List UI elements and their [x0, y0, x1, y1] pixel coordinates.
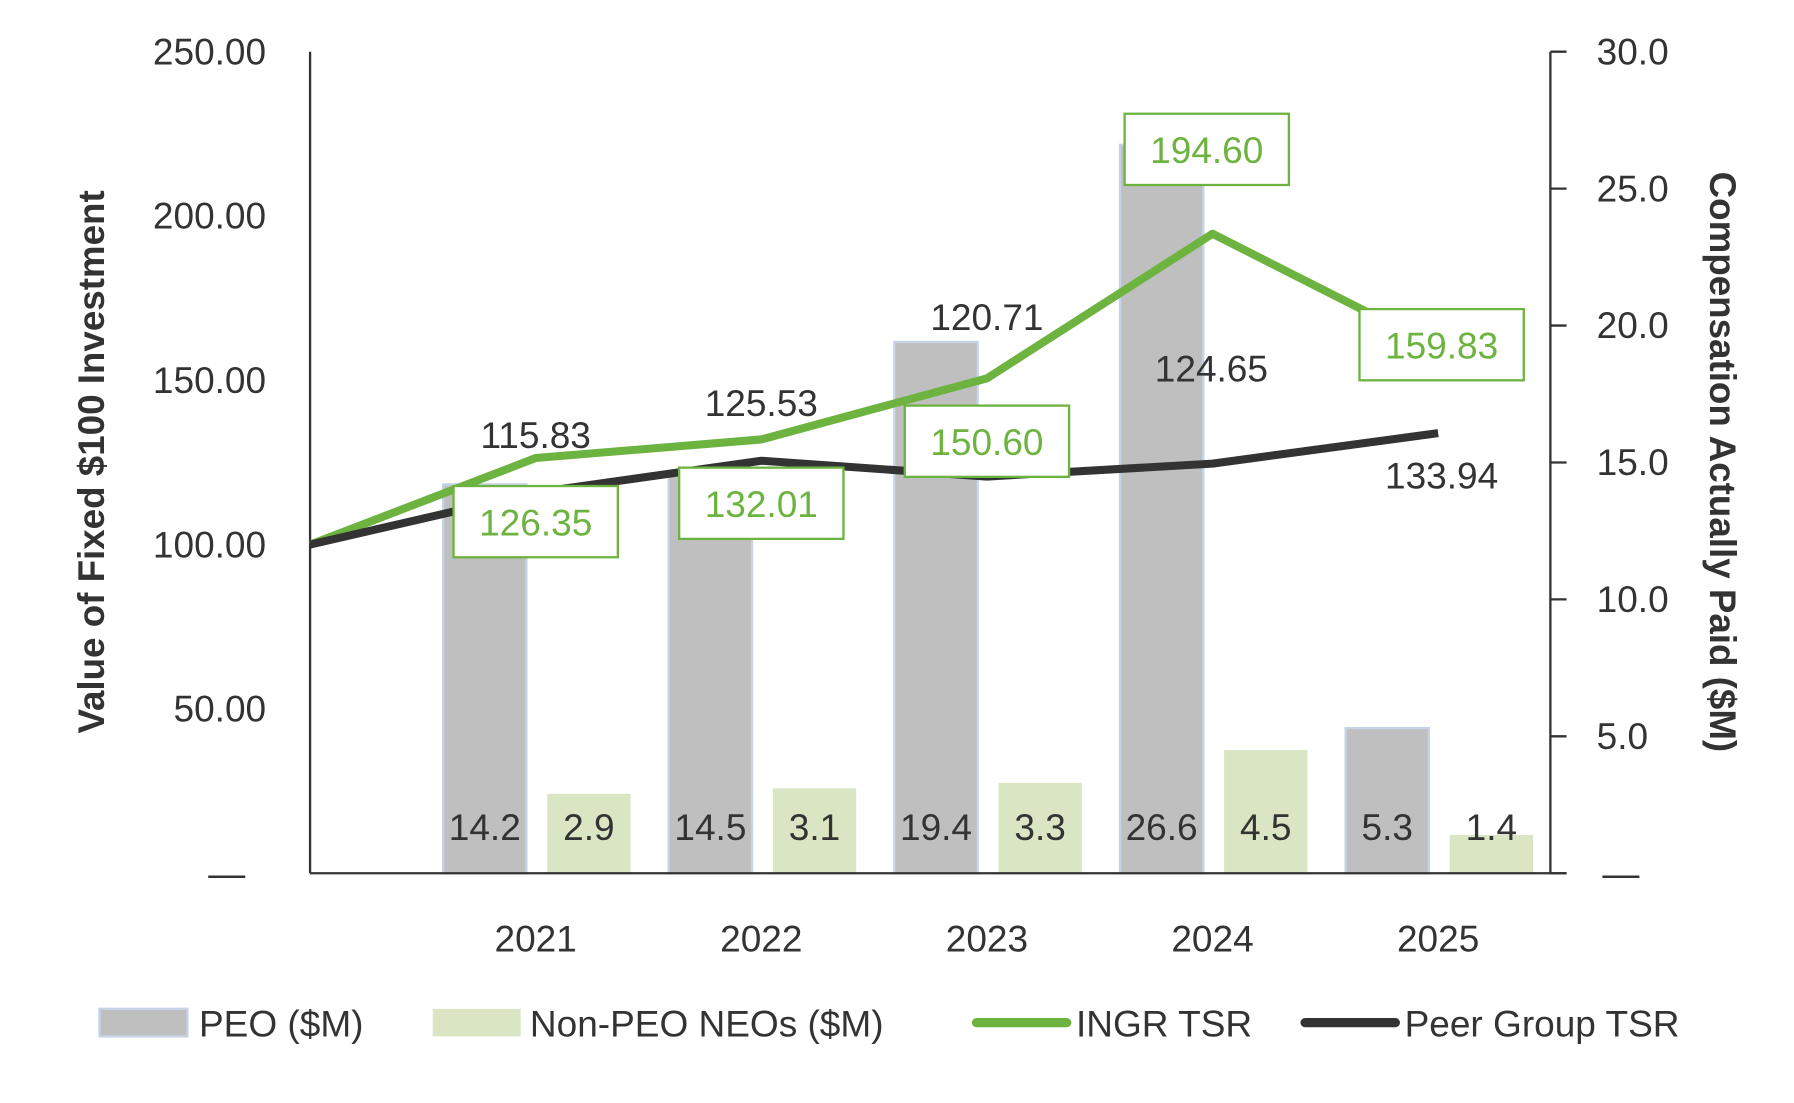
- bar-non-peo-2024: [1224, 750, 1308, 874]
- ingr-data-label: 132.01: [705, 484, 818, 525]
- right-tick-label: 30.0: [1597, 31, 1669, 72]
- bar-non-peo-2022: [772, 788, 857, 874]
- right-tick-label: —: [1602, 853, 1639, 894]
- bar-non-peo-2025: [1449, 834, 1534, 874]
- bar-label: 5.3: [1362, 807, 1413, 848]
- bar-non-peo-2021: [547, 793, 631, 874]
- bar-peo-2025: [1344, 726, 1431, 875]
- ingr-data-label-box: [903, 404, 1071, 478]
- legend-label: PEO ($M): [199, 1004, 363, 1045]
- ingr-data-label-box: [1358, 307, 1525, 382]
- legend-swatch: [98, 1007, 189, 1038]
- left-tick-label: 50.00: [174, 689, 267, 730]
- x-tick-label: 2021: [495, 918, 577, 959]
- bar-label: 4.5: [1240, 807, 1291, 848]
- peer-data-label: 115.83: [480, 415, 590, 456]
- peer-data-label: 133.94: [1385, 455, 1498, 496]
- bar-peo-2024: [1118, 143, 1205, 875]
- legend-label: Non-PEO NEOs ($M): [530, 1004, 884, 1045]
- bar-peo-2022: [667, 475, 754, 875]
- ingr-data-label: 194.60: [1150, 130, 1263, 171]
- x-tick-label: 2025: [1397, 918, 1479, 959]
- peer-data-label: 120.71: [930, 297, 1043, 338]
- bar-label: 1.4: [1466, 807, 1517, 848]
- left-tick-label: 200.00: [153, 196, 266, 237]
- bar-label: 3.1: [789, 807, 840, 848]
- ingr-data-label-box: [1123, 112, 1291, 187]
- bar-label: 14.5: [674, 807, 746, 848]
- x-tick-label: 2023: [946, 918, 1028, 959]
- left-tick-label: —: [208, 853, 245, 894]
- ingr-data-label: 150.60: [930, 422, 1043, 463]
- left-tick-label: 100.00: [153, 524, 266, 565]
- left-axis-title: Value of Fixed $100 Investment: [71, 190, 112, 733]
- legend-label: INGR TSR: [1076, 1004, 1252, 1045]
- bar-label: 2.9: [563, 807, 614, 848]
- right-tick-label: 20.0: [1597, 305, 1669, 346]
- legend-item: Non-PEO NEOs ($M): [432, 1004, 884, 1045]
- legend-item: Peer Group TSR: [1300, 1004, 1680, 1045]
- right-tick-label: 10.0: [1597, 579, 1669, 620]
- peer-data-label: 124.65: [1155, 349, 1268, 390]
- peer-data-label: 125.53: [705, 383, 818, 424]
- right-tick-label: 15.0: [1597, 442, 1669, 483]
- bar-label: 19.4: [900, 807, 972, 848]
- ingr-data-label: 126.35: [479, 503, 592, 544]
- bar-label: 14.2: [449, 807, 521, 848]
- right-axis-title: Compensation Actually Paid ($M): [1702, 172, 1743, 753]
- right-tick-label: 25.0: [1597, 168, 1669, 209]
- left-tick-label: 250.00: [153, 31, 266, 72]
- bar-non-peo-2023: [998, 782, 1082, 874]
- ingr-tsr-line: [308, 229, 1440, 549]
- x-tick-label: 2022: [720, 918, 802, 959]
- ingr-data-label-box: [452, 484, 619, 559]
- left-tick-label: 150.00: [153, 360, 266, 401]
- bar-label: 3.3: [1014, 807, 1065, 848]
- right-tick-label: 5.0: [1597, 716, 1648, 757]
- ingr-data-label: 159.83: [1385, 326, 1498, 367]
- legend-swatch: [432, 1008, 521, 1037]
- legend-label: Peer Group TSR: [1405, 1004, 1680, 1045]
- bar-label: 26.6: [1126, 807, 1198, 848]
- legend-item: INGR TSR: [971, 1004, 1252, 1045]
- ingr-data-label-box: [678, 466, 845, 541]
- legend-item: PEO ($M): [98, 1004, 363, 1045]
- x-tick-label: 2024: [1171, 918, 1253, 959]
